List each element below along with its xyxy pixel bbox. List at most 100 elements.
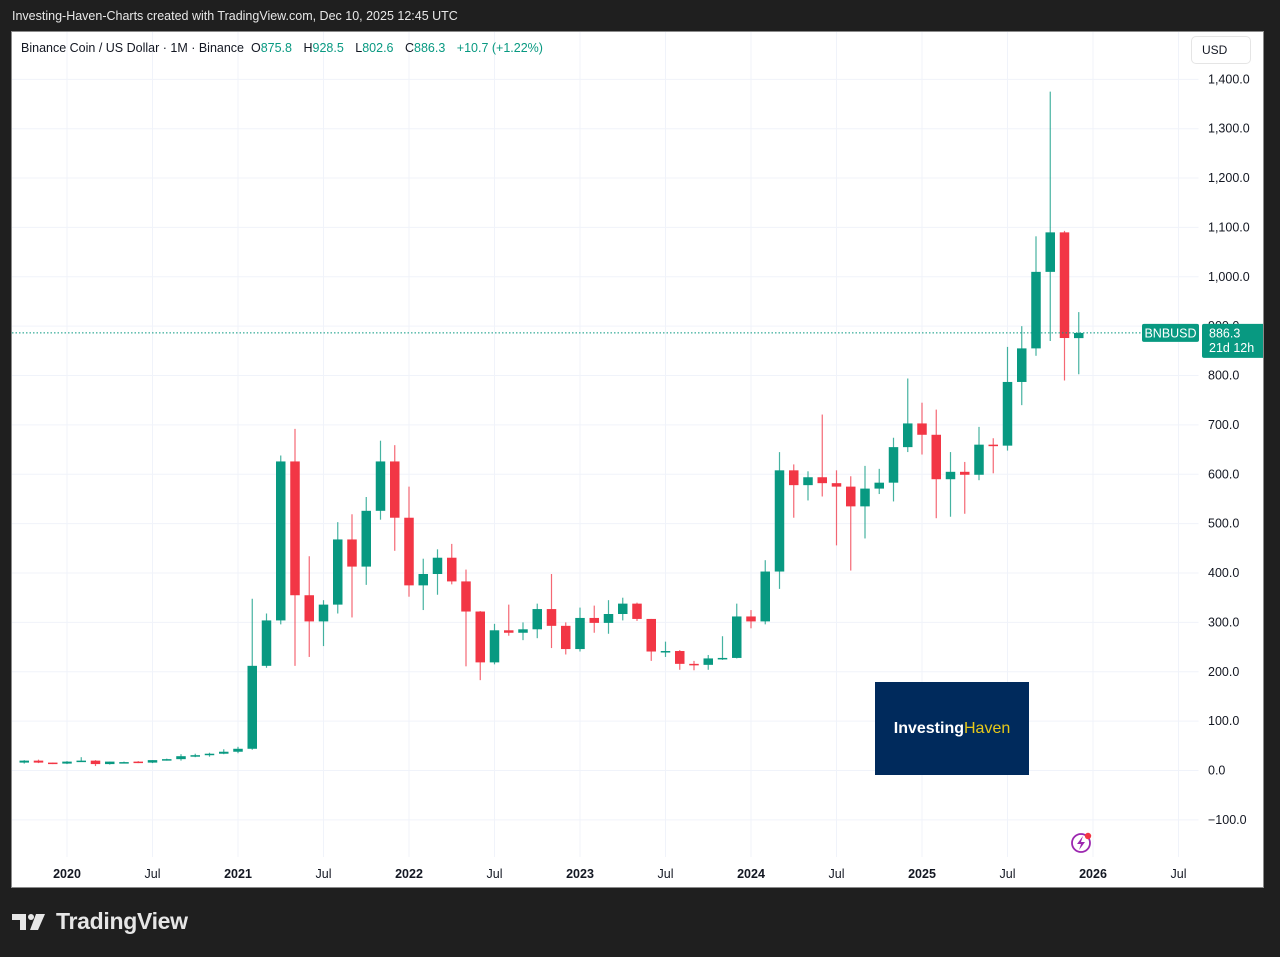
candle[interactable] [276, 455, 286, 625]
candle[interactable] [204, 752, 215, 757]
candle[interactable] [347, 514, 357, 618]
candle[interactable] [432, 549, 443, 595]
candle[interactable] [760, 560, 771, 625]
candle[interactable] [689, 660, 699, 671]
candle[interactable] [1002, 346, 1013, 451]
candle[interactable] [632, 602, 642, 621]
candle[interactable] [717, 636, 728, 660]
candle[interactable] [247, 598, 258, 750]
candle[interactable] [261, 613, 272, 668]
candle[interactable] [119, 761, 129, 764]
candle[interactable] [147, 760, 158, 764]
y-tick-label: 400.0 [1208, 566, 1239, 580]
candle[interactable] [945, 452, 956, 517]
x-tick-label: 2025 [908, 867, 936, 881]
candle[interactable] [489, 623, 500, 665]
candle[interactable] [461, 569, 471, 667]
candle[interactable] [860, 465, 870, 539]
candle[interactable] [646, 618, 657, 661]
candle[interactable] [846, 476, 856, 571]
candle[interactable] [831, 470, 842, 546]
tradingview-logo[interactable]: TradingView [12, 908, 188, 935]
y-tick-label: 1,400.0 [1208, 72, 1250, 86]
candle[interactable] [76, 757, 87, 763]
candle[interactable] [903, 378, 913, 453]
candle[interactable] [917, 402, 927, 455]
candle[interactable] [675, 650, 685, 670]
candle[interactable] [190, 753, 201, 758]
candle[interactable] [447, 543, 457, 585]
candle[interactable] [475, 611, 486, 681]
chart-area[interactable]: 1,400.01,300.01,200.01,100.01,000.0900.0… [11, 31, 1264, 888]
candle[interactable] [575, 607, 585, 652]
candle[interactable] [789, 464, 799, 518]
candle[interactable] [589, 605, 600, 633]
candle[interactable] [874, 468, 885, 495]
lightning-events-icon[interactable] [1071, 832, 1092, 853]
candle[interactable] [960, 461, 970, 514]
watermark-part1: Investing [893, 719, 964, 737]
candle[interactable] [304, 556, 315, 657]
candle[interactable] [660, 641, 671, 657]
candle[interactable] [817, 414, 828, 497]
x-tick-label: Jul [829, 867, 845, 881]
symbol-legend: Binance Coin / US Dollar · 1M · Binance … [21, 41, 543, 55]
candle[interactable] [803, 471, 813, 501]
candle[interactable] [219, 749, 229, 755]
candle[interactable] [532, 603, 543, 639]
candle[interactable] [1074, 312, 1084, 375]
x-tick-label: 2023 [566, 867, 594, 881]
candlestick-plot[interactable]: 1,400.01,300.01,200.01,100.01,000.0900.0… [12, 32, 1263, 887]
candle[interactable] [561, 622, 571, 655]
candle[interactable] [162, 758, 172, 761]
candle[interactable] [974, 426, 984, 481]
currency-button[interactable]: USD [1191, 36, 1251, 64]
candle[interactable] [133, 761, 144, 764]
candle[interactable] [90, 760, 101, 767]
candle[interactable] [931, 409, 942, 519]
candle[interactable] [1017, 326, 1027, 406]
y-tick-label: 0.0 [1208, 764, 1225, 778]
y-tick-label: 300.0 [1208, 615, 1239, 629]
y-tick-label: 1,300.0 [1208, 122, 1250, 136]
candle[interactable] [603, 600, 614, 634]
candle[interactable] [105, 761, 115, 765]
candle[interactable] [1045, 91, 1056, 341]
candle[interactable] [62, 761, 72, 765]
candle[interactable] [1031, 236, 1041, 356]
candle[interactable] [19, 760, 30, 764]
candle[interactable] [290, 428, 300, 666]
candle[interactable] [732, 603, 742, 659]
candle[interactable] [988, 438, 999, 474]
candle[interactable] [404, 486, 414, 597]
candle[interactable] [375, 440, 386, 520]
candle[interactable] [361, 496, 372, 585]
candle[interactable] [318, 600, 329, 647]
x-tick-label: Jul [316, 867, 332, 881]
y-tick-label: 500.0 [1208, 517, 1239, 531]
candle[interactable] [390, 445, 400, 551]
y-tick-label: 700.0 [1208, 418, 1239, 432]
y-tick-label: 1,000.0 [1208, 270, 1250, 284]
candle[interactable] [504, 604, 514, 636]
investinghaven-watermark: Investing Haven [875, 682, 1029, 775]
candle[interactable] [703, 654, 714, 670]
x-tick-label: 2026 [1079, 867, 1107, 881]
candle[interactable] [618, 597, 628, 621]
candle[interactable] [176, 754, 186, 761]
symbol-description: Binance Coin / US Dollar · 1M · Binance [21, 41, 245, 55]
svg-text:21d 12h: 21d 12h [1209, 341, 1254, 355]
candle[interactable] [333, 522, 343, 614]
candle[interactable] [418, 558, 429, 611]
candle[interactable] [774, 452, 785, 589]
candle[interactable] [888, 437, 899, 502]
candle[interactable] [518, 622, 528, 641]
candle[interactable] [233, 746, 243, 754]
candle[interactable] [48, 762, 58, 765]
candle[interactable] [1059, 230, 1070, 381]
candle[interactable] [546, 574, 557, 649]
y-tick-label: 1,200.0 [1208, 171, 1250, 185]
close-label: C [404, 41, 415, 55]
candle[interactable] [33, 759, 44, 764]
candle[interactable] [746, 610, 756, 629]
